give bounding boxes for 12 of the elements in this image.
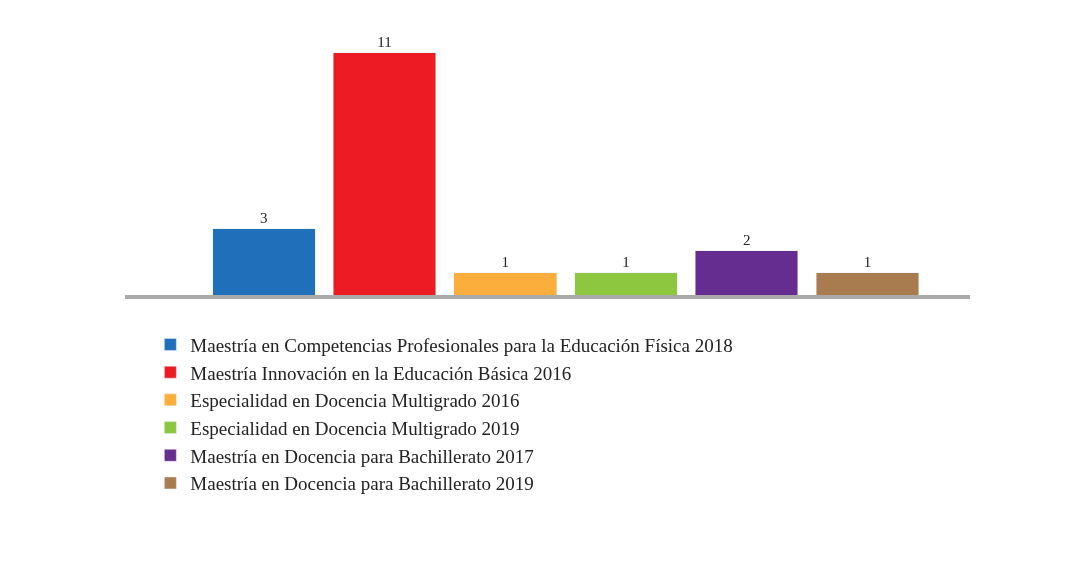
legend-label: Maestría en Docencia para Bachillerato 2019 — [190, 473, 534, 495]
data-label: 11 — [377, 33, 392, 50]
data-label: 1 — [501, 253, 509, 270]
data-label: 2 — [742, 231, 751, 248]
legend-label: Maestría en Docencia para Bachillerato 2017 — [190, 445, 534, 467]
data-label: 3 — [260, 209, 268, 226]
data-label: 1 — [863, 253, 872, 270]
legend-label: Maestría Innovación en la Educación Básica 2016 — [190, 362, 572, 384]
data-label: 1 — [622, 253, 630, 270]
legend-label: Especialidad en Docencia Multigrado 2019 — [190, 417, 520, 439]
legend-label: Maestría en Competencias Profesionales para la Educación Física 2018 — [190, 334, 733, 356]
legend-label: Especialidad en Docencia Multigrado 2016 — [190, 390, 520, 412]
